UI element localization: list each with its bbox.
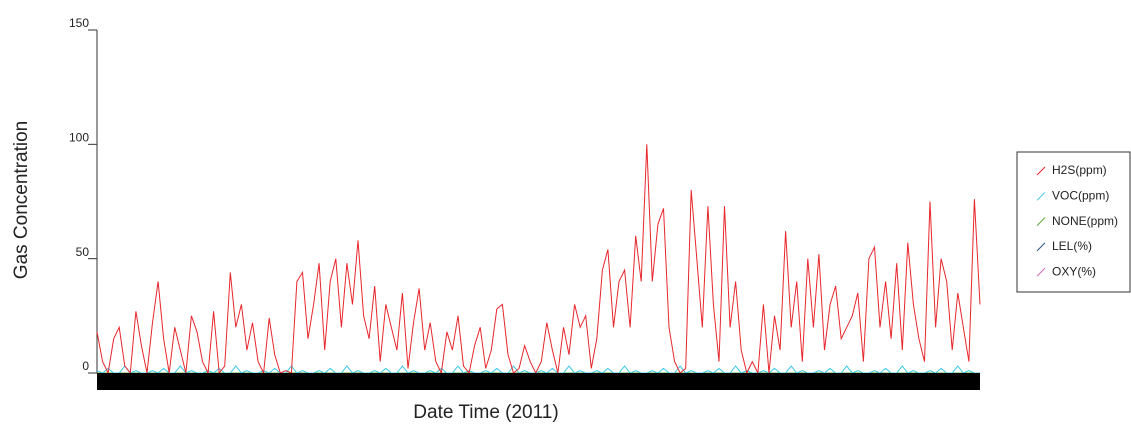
y-tick-label: 50 — [76, 245, 90, 259]
x-axis-band — [97, 373, 980, 390]
legend-swatch — [1036, 217, 1046, 226]
y-axis-label: Gas Concentration — [11, 121, 32, 279]
series-line — [96, 144, 981, 375]
y-tick-label: 150 — [69, 16, 89, 30]
y-tick-label: 0 — [82, 359, 89, 373]
legend-swatch — [1036, 191, 1046, 201]
x-axis-label: Date Time (2011) — [413, 402, 558, 423]
legend-label: VOC(ppm) — [1052, 188, 1109, 202]
legend-label: OXY(%) — [1052, 264, 1096, 278]
legend-swatch — [1036, 166, 1046, 176]
legend-label: LEL(%) — [1052, 239, 1092, 253]
legend-swatch — [1036, 242, 1046, 252]
legend-box — [1016, 151, 1131, 293]
legend-label: H2S(ppm) — [1052, 163, 1107, 177]
series-line — [96, 365, 980, 374]
legend-swatch — [1036, 267, 1046, 277]
legend-label: NONE(ppm) — [1052, 214, 1118, 228]
y-tick-label: 100 — [69, 131, 89, 145]
